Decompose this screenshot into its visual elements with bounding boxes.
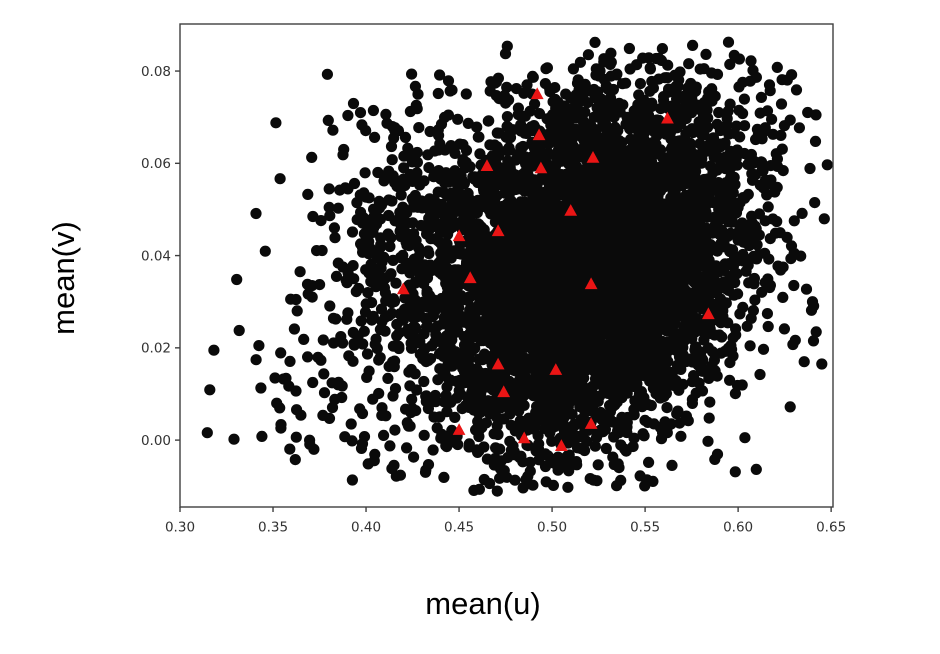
selected-member-triangle-marker <box>584 417 598 429</box>
selected-member-triangle-marker <box>491 224 505 237</box>
black-scatter-points-layer <box>201 36 833 497</box>
x-tick-label: 0.40 <box>351 520 381 536</box>
selected-member-triangle-marker <box>564 204 578 216</box>
selected-member-triangle-marker <box>584 277 598 290</box>
selected-member-triangle-marker <box>463 271 477 284</box>
selected-member-triangle-marker <box>530 87 544 100</box>
red-triangle-markers-layer <box>396 87 715 451</box>
selected-member-triangle-marker <box>532 128 546 141</box>
black-scatter-points <box>201 36 833 497</box>
y-tick-label: 0.04 <box>141 248 171 264</box>
selected-member-triangle-marker <box>702 307 715 320</box>
x-tick-label: 0.60 <box>723 520 753 536</box>
selected-member-triangle-marker <box>517 431 531 444</box>
y-tick-label: 0.02 <box>141 341 171 357</box>
selected-member-triangle-marker <box>555 439 568 451</box>
selected-member-triangle-marker <box>452 423 466 435</box>
selected-member-triangle-marker <box>549 363 563 375</box>
selected-member-triangle-marker <box>480 159 494 171</box>
x-tick-label: 0.30 <box>165 520 195 536</box>
plot-frame <box>179 23 834 508</box>
axis-ticks-layer: 0.30 0.35 0.40 0.45 0.50 0.55 0.60 0.65 0.00 0.02… <box>141 64 846 536</box>
x-tick-label: 0.45 <box>444 520 474 536</box>
x-tick-label: 0.65 <box>816 520 846 536</box>
x-axis-label: mean(u) <box>425 586 540 621</box>
y-tick-label: 0.00 <box>141 433 171 449</box>
selected-member-triangle-marker <box>497 385 511 398</box>
selected-member-triangle-marker <box>661 111 674 124</box>
selected-member-triangle-marker <box>491 357 505 370</box>
y-tick-label: 0.06 <box>141 156 171 172</box>
selected-member-triangle-marker <box>452 229 466 242</box>
x-tick-label: 0.35 <box>258 520 288 536</box>
y-axis-label: mean(v) <box>46 221 81 335</box>
y-tick-label: 0.08 <box>141 64 171 80</box>
x-tick-label: 0.55 <box>630 520 660 536</box>
selected-member-triangle-marker <box>586 151 600 163</box>
x-tick-label: 0.50 <box>537 520 567 536</box>
selected-member-triangle-marker <box>534 161 548 174</box>
selected-member-triangle-marker <box>396 282 410 295</box>
